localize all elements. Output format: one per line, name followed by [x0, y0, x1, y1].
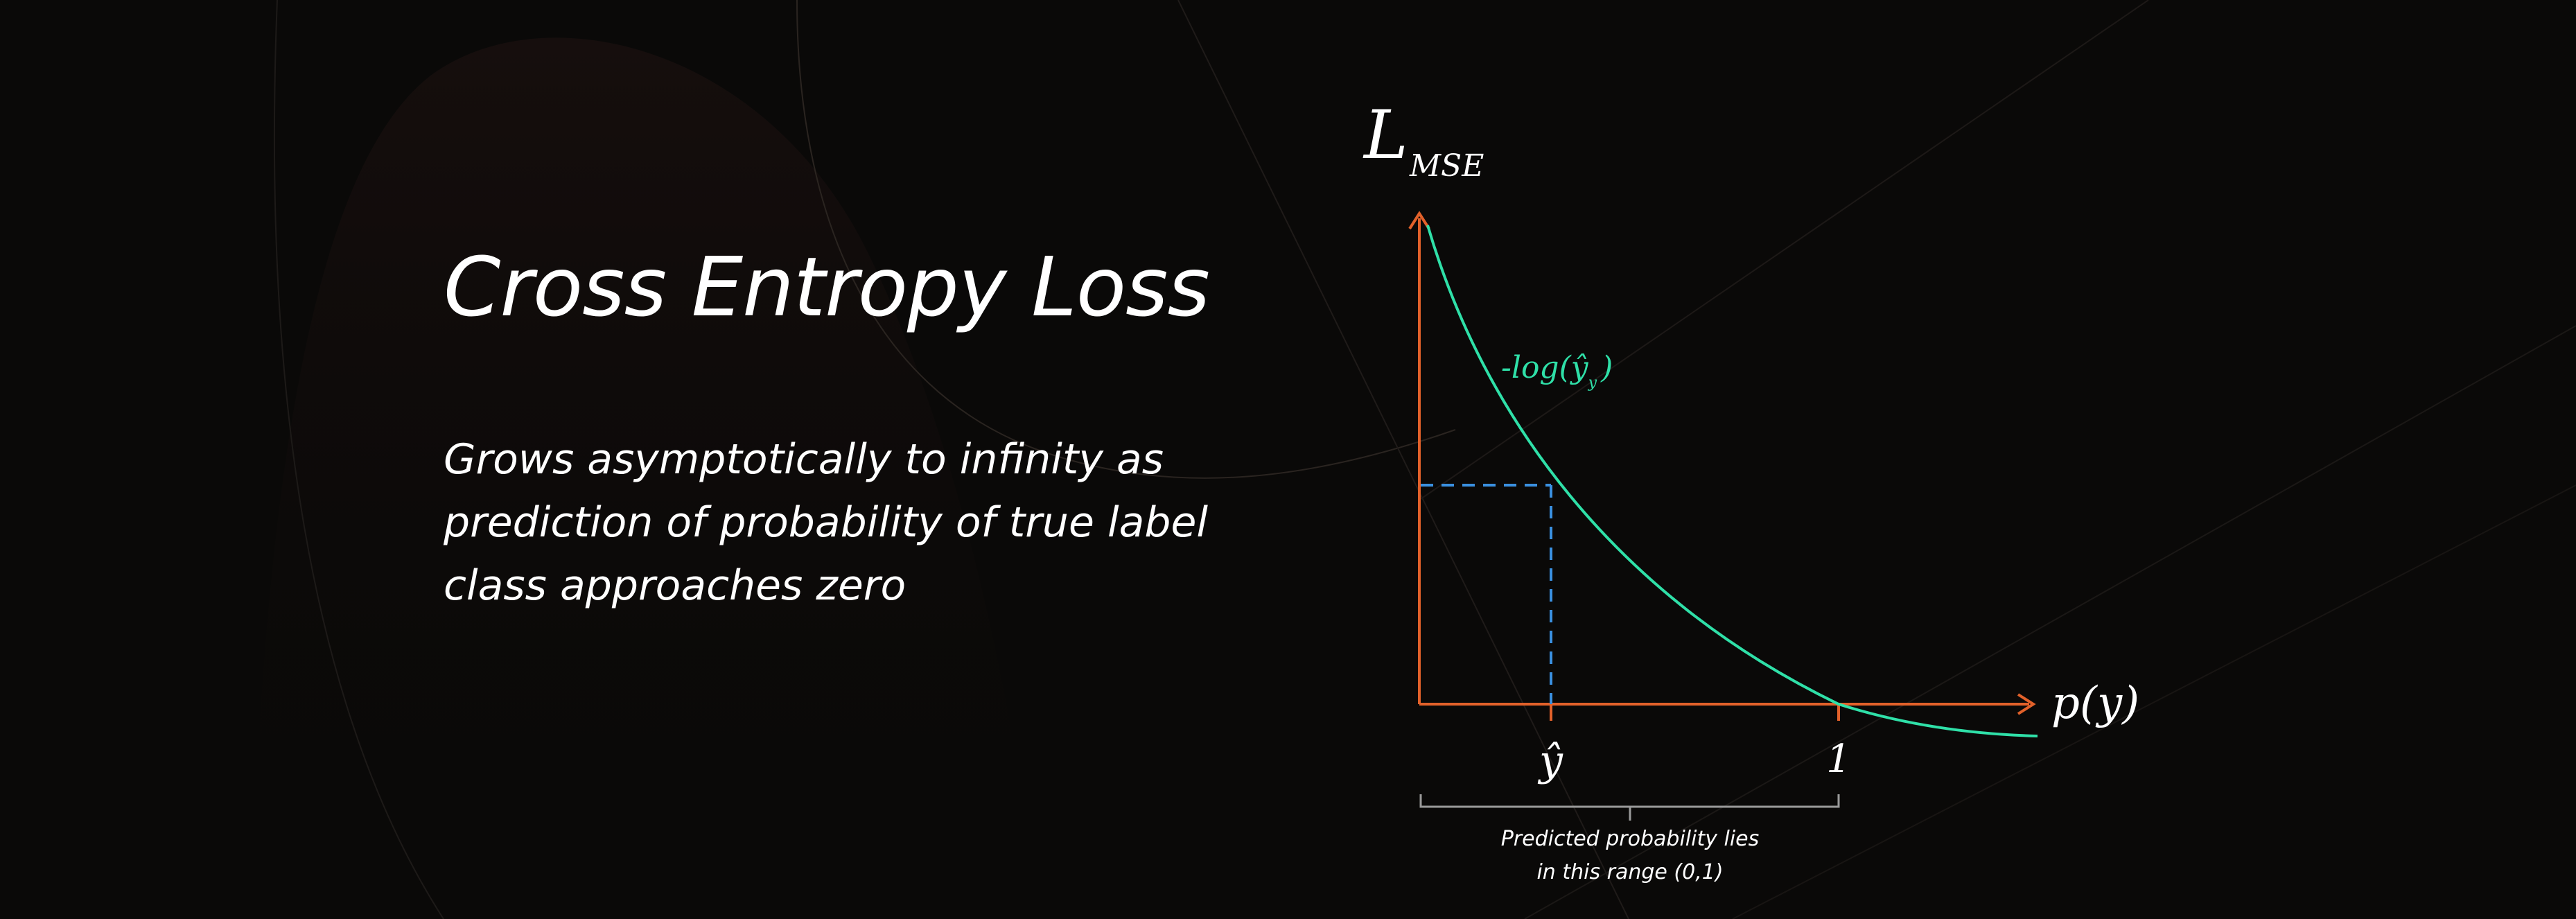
tick-label-one: 1	[1826, 737, 1851, 782]
slide-description: Grows asymptotically to infinity as pred…	[444, 428, 1241, 618]
loss-curve	[1426, 225, 2038, 737]
description-line: class approaches zero	[444, 561, 906, 610]
slide-title: Cross Entropy Loss	[444, 239, 1210, 335]
y-axis-label: L	[1363, 96, 1408, 174]
arrow-up-icon	[1408, 211, 1430, 230]
curve-label-close: )	[1600, 350, 1613, 385]
background-diagonal-2	[1420, 0, 2149, 500]
background-diagonal-4	[1732, 484, 2576, 919]
arrow-right-icon	[2017, 693, 2036, 715]
curve-label: -log(ŷy)	[1501, 350, 1613, 392]
y-axis-label-subscript: MSE	[1409, 148, 1484, 184]
background-diagonal-1	[1177, 0, 1629, 919]
range-note-line: Predicted probability lies	[1501, 827, 1760, 851]
background-blob	[249, 37, 1040, 919]
x-axis-label: p(y)	[2051, 678, 2139, 729]
curve-label-subscript: y	[1588, 374, 1597, 392]
background-diagonal-3	[1524, 325, 2576, 919]
curve-label-main: -log(ŷ	[1501, 350, 1589, 385]
range-note-line: in this range (0,1)	[1536, 860, 1723, 884]
description-line: Grows asymptotically to infinity as	[444, 435, 1164, 484]
range-bracket	[1419, 794, 1840, 821]
description-line: prediction of probability of true label	[444, 498, 1209, 547]
tick-label-yhat: ŷ	[1537, 737, 1563, 785]
background-arc-line	[796, 0, 1456, 479]
background-arc-line-2	[273, 0, 444, 919]
